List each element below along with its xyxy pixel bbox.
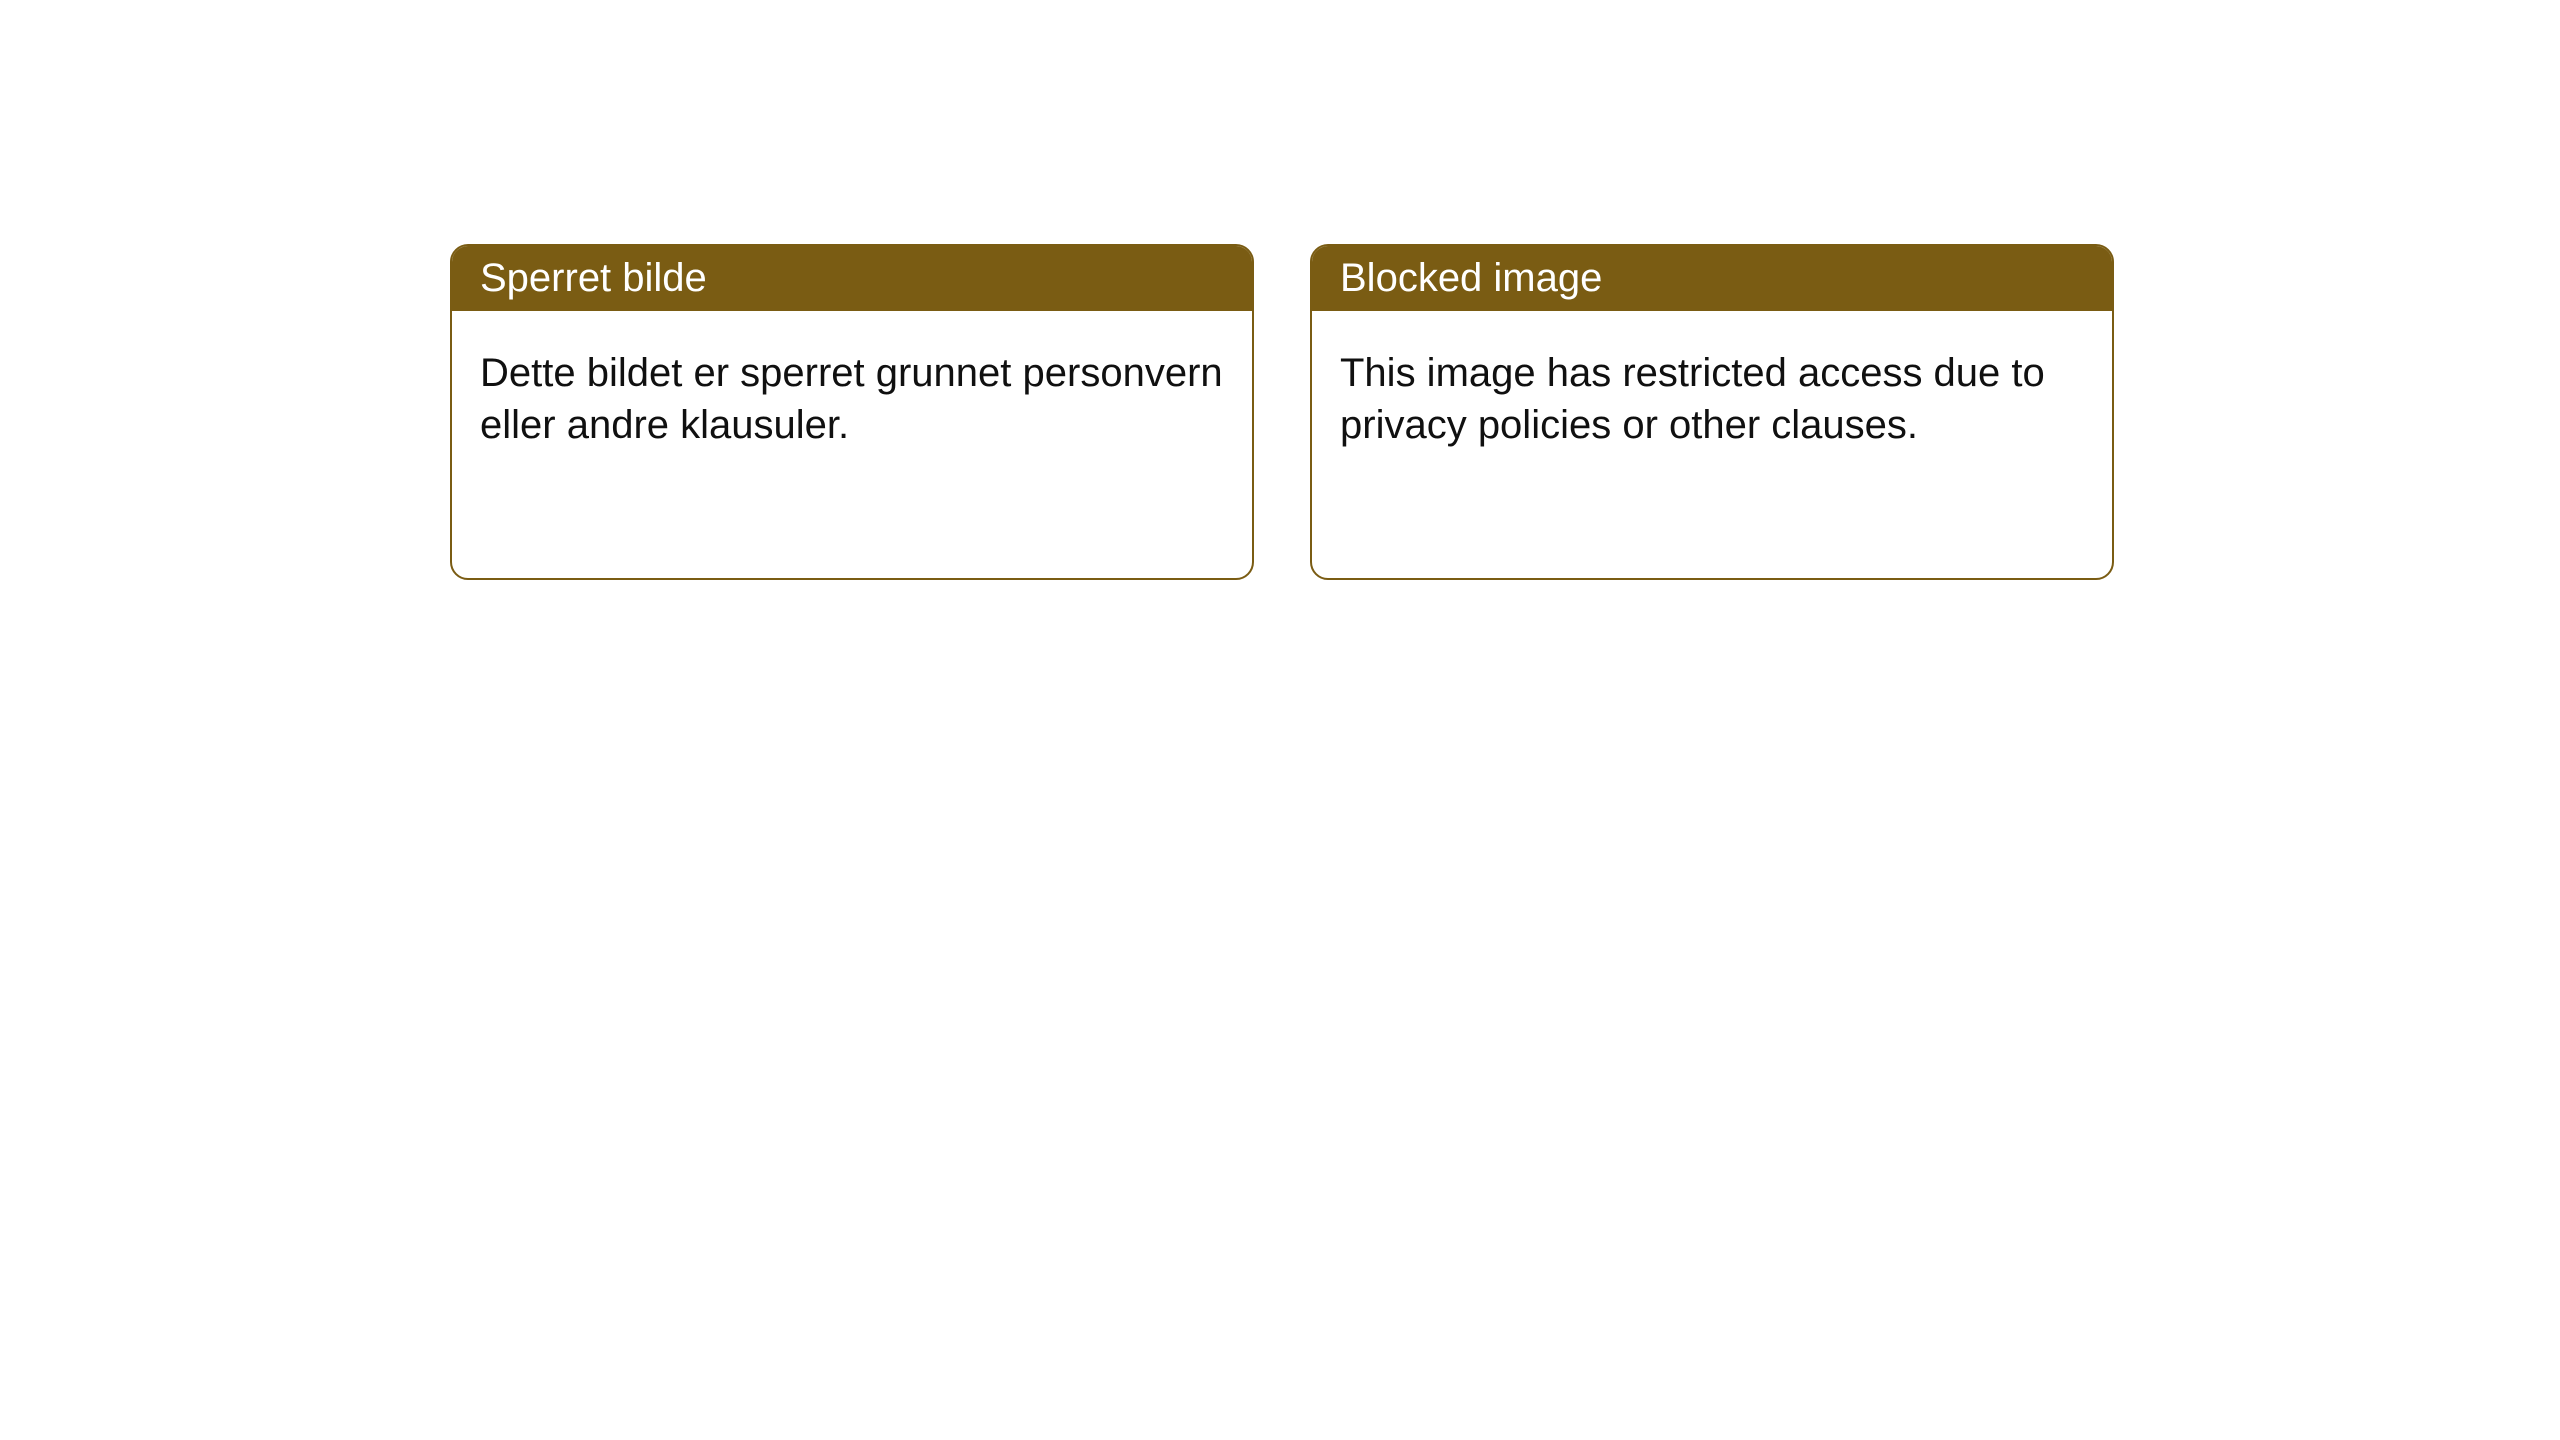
card-body: Dette bildet er sperret grunnet personve… <box>452 311 1252 487</box>
card-body: This image has restricted access due to … <box>1312 311 2112 487</box>
notice-card-english: Blocked image This image has restricted … <box>1310 244 2114 580</box>
notice-cards-container: Sperret bilde Dette bildet er sperret gr… <box>0 0 2560 580</box>
card-header: Sperret bilde <box>452 246 1252 311</box>
card-header: Blocked image <box>1312 246 2112 311</box>
notice-card-norwegian: Sperret bilde Dette bildet er sperret gr… <box>450 244 1254 580</box>
